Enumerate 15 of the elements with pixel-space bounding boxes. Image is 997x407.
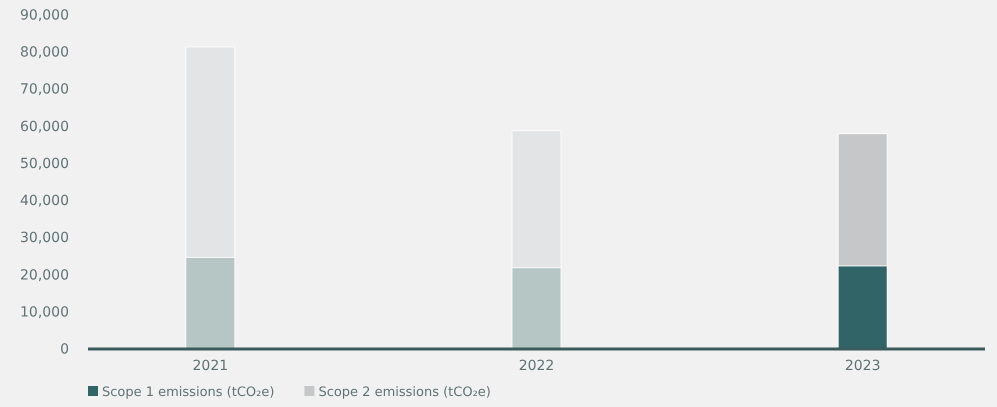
x-tick-label: 2021 xyxy=(192,358,228,374)
y-tick-label: 0 xyxy=(60,341,69,358)
y-tick-label: 50,000 xyxy=(20,156,69,172)
y-tick-label: 10,000 xyxy=(20,304,69,320)
legend-label: Scope 1 emissions (tCO₂e) xyxy=(102,385,274,400)
x-tick-label: 2023 xyxy=(844,358,880,374)
legend-label: Scope 2 emissions (tCO₂e) xyxy=(318,385,491,400)
y-tick-label: 80,000 xyxy=(20,44,69,61)
y-tick-label: 70,000 xyxy=(20,82,69,98)
y-tick-label: 60,000 xyxy=(20,118,69,135)
y-tick-label: 90,000 xyxy=(20,7,69,24)
y-tick-label: 40,000 xyxy=(20,193,69,210)
y-tick-label: 20,000 xyxy=(20,267,69,284)
y-tick-label: 30,000 xyxy=(20,230,69,246)
x-tick-label: 2022 xyxy=(518,358,554,374)
